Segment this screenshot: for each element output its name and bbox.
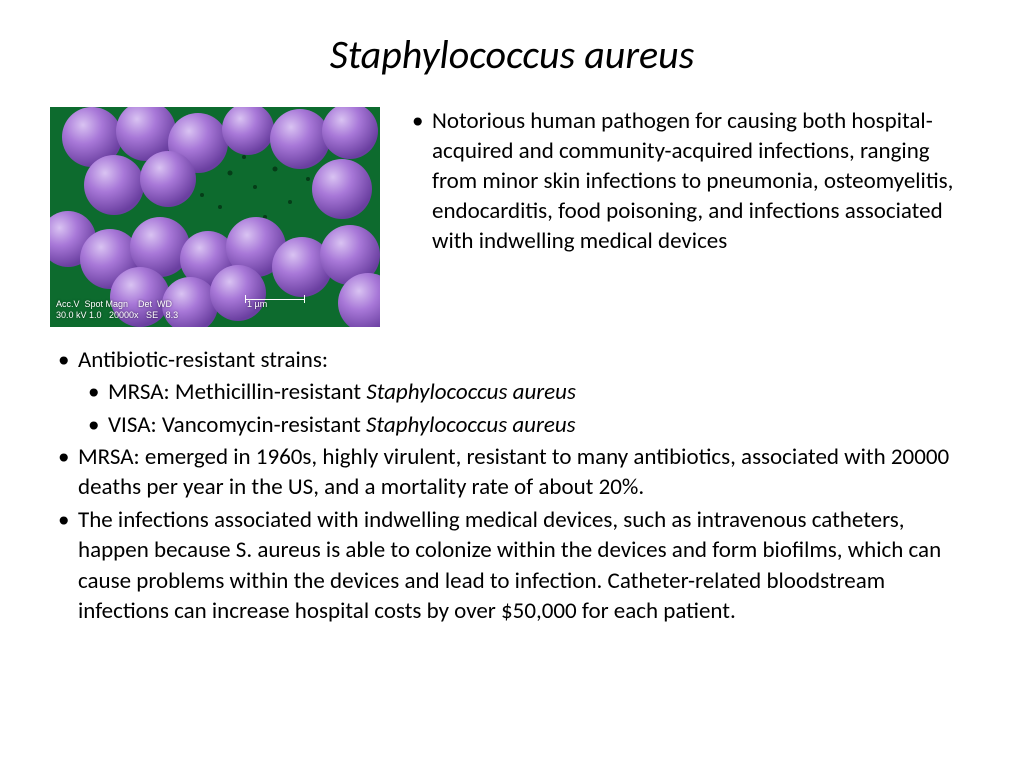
lower-bullet-list: Antibiotic-resistant strains: MRSA: Meth…	[50, 345, 974, 626]
visa-sub-bullet: VISA: Vancomycin-resistant Staphylococcu…	[50, 410, 974, 440]
device-infection-bullet: The infections associated with indwellin…	[50, 505, 974, 626]
top-bullet-list: Notorious human pathogen for causing bot…	[404, 107, 974, 327]
mrsa-stats-bullet: MRSA: emerged in 1960s, highly virulent,…	[50, 442, 974, 503]
mrsa-sub-bullet: MRSA: Methicillin-resistant Staphylococc…	[50, 377, 974, 407]
slide-title: Staphylococcus aureus	[50, 30, 974, 79]
antibiotic-strains-bullet: Antibiotic-resistant strains:	[50, 345, 974, 375]
strain-sublist: MRSA: Methicillin-resistant Staphylococc…	[50, 377, 974, 440]
species-name: Staphylococcus aureus	[366, 378, 576, 406]
sem-micrograph: Acc.V Spot Magn Det WD 1 µm 30.0 kV 1.0 …	[50, 107, 380, 327]
species-name: Staphylococcus aureus	[366, 411, 576, 439]
sem-caption: Acc.V Spot Magn Det WD 1 µm 30.0 kV 1.0 …	[56, 299, 267, 321]
top-row: Acc.V Spot Magn Det WD 1 µm 30.0 kV 1.0 …	[50, 107, 974, 327]
bacteria-image	[50, 107, 380, 327]
visa-prefix: VISA: Vancomycin-resistant	[108, 411, 366, 439]
pathogen-description-bullet: Notorious human pathogen for causing bot…	[404, 107, 974, 256]
mrsa-prefix: MRSA: Methicillin-resistant	[108, 378, 366, 406]
